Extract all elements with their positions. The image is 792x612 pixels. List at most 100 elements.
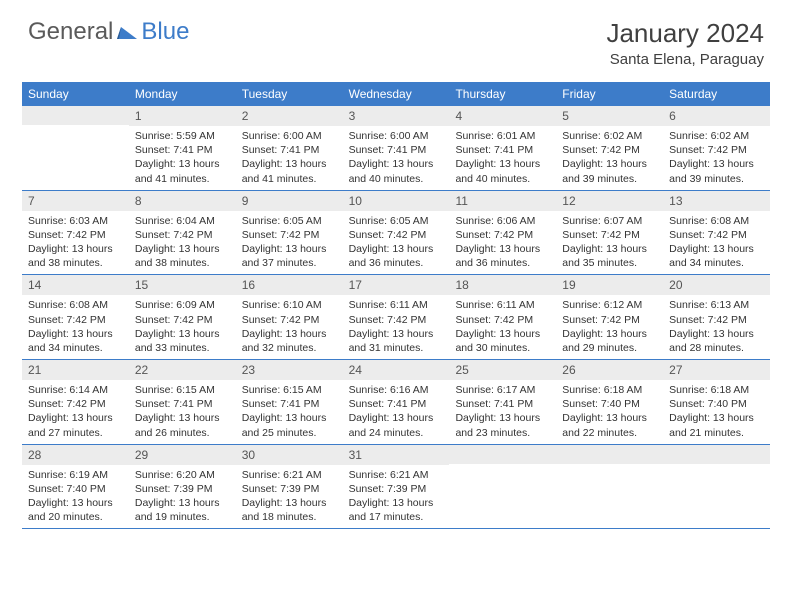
calendar-cell: 3Sunrise: 6:00 AMSunset: 7:41 PMDaylight… <box>343 106 450 190</box>
cell-body: Sunrise: 6:11 AMSunset: 7:42 PMDaylight:… <box>449 295 556 359</box>
title-block: January 2024 Santa Elena, Paraguay <box>606 18 764 68</box>
cell-line: Daylight: 13 hours and 23 minutes. <box>455 411 550 439</box>
calendar-cell: 23Sunrise: 6:15 AMSunset: 7:41 PMDayligh… <box>236 360 343 444</box>
calendar-cell: 1Sunrise: 5:59 AMSunset: 7:41 PMDaylight… <box>129 106 236 190</box>
day-number: 9 <box>236 191 343 211</box>
cell-line: Sunrise: 6:21 AM <box>242 468 337 482</box>
day-number: 25 <box>449 360 556 380</box>
cell-body: Sunrise: 6:08 AMSunset: 7:42 PMDaylight:… <box>22 295 129 359</box>
day-number <box>449 445 556 464</box>
cell-line: Sunrise: 6:08 AM <box>669 214 764 228</box>
cell-line: Sunset: 7:39 PM <box>349 482 444 496</box>
day-number: 10 <box>343 191 450 211</box>
calendar-cell: 18Sunrise: 6:11 AMSunset: 7:42 PMDayligh… <box>449 275 556 359</box>
day-number: 8 <box>129 191 236 211</box>
calendar-cell: 25 Sunrise: 6:17 AMSunset: 7:41 PMDayligh… <box>449 360 556 444</box>
cell-line: Sunrise: 6:17 AM <box>455 383 550 397</box>
cell-line: Sunset: 7:41 PM <box>455 143 550 157</box>
location: Santa Elena, Paraguay <box>606 51 764 68</box>
day-header: Thursday <box>449 82 556 106</box>
cell-line: Daylight: 13 hours and 36 minutes. <box>455 242 550 270</box>
logo: General Blue <box>28 18 189 46</box>
day-number: 1 <box>129 106 236 126</box>
logo-flag-icon <box>117 20 139 48</box>
calendar-cell: 8Sunrise: 6:04 AMSunset: 7:42 PMDaylight… <box>129 191 236 275</box>
calendar-cell: 19Sunrise: 6:12 AMSunset: 7:42 PMDayligh… <box>556 275 663 359</box>
day-header-row: SundayMondayTuesdayWednesdayThursdayFrid… <box>22 82 770 106</box>
cell-line: Daylight: 13 hours and 26 minutes. <box>135 411 230 439</box>
calendar-cell: 17Sunrise: 6:11 AMSunset: 7:42 PMDayligh… <box>343 275 450 359</box>
cell-line: Sunset: 7:39 PM <box>242 482 337 496</box>
cell-line: Daylight: 13 hours and 41 minutes. <box>135 157 230 185</box>
week-row: 21Sunrise: 6:14 AMSunset: 7:42 PMDayligh… <box>22 360 770 445</box>
day-number: 4 <box>449 106 556 126</box>
calendar-cell: 24Sunrise: 6:16 AMSunset: 7:41 PMDayligh… <box>343 360 450 444</box>
cell-line: Sunset: 7:41 PM <box>455 397 550 411</box>
calendar-cell: 26Sunrise: 6:18 AMSunset: 7:40 PMDayligh… <box>556 360 663 444</box>
cell-line: Daylight: 13 hours and 28 minutes. <box>669 327 764 355</box>
cell-line: Daylight: 13 hours and 36 minutes. <box>349 242 444 270</box>
cell-line: Sunset: 7:41 PM <box>242 397 337 411</box>
cell-body: Sunrise: 6:16 AMSunset: 7:41 PMDaylight:… <box>343 380 450 444</box>
calendar-cell: 31Sunrise: 6:21 AMSunset: 7:39 PMDayligh… <box>343 445 450 529</box>
calendar-cell: 27Sunrise: 6:18 AMSunset: 7:40 PMDayligh… <box>663 360 770 444</box>
cell-line: Daylight: 13 hours and 17 minutes. <box>349 496 444 524</box>
cell-body: Sunrise: 6:02 AMSunset: 7:42 PMDaylight:… <box>663 126 770 190</box>
day-number: 6 <box>663 106 770 126</box>
cell-line: Sunrise: 6:09 AM <box>135 298 230 312</box>
day-number: 13 <box>663 191 770 211</box>
cell-body: Sunrise: 6:18 AMSunset: 7:40 PMDaylight:… <box>663 380 770 444</box>
cell-line: Daylight: 13 hours and 35 minutes. <box>562 242 657 270</box>
cell-body: Sunrise: 6:06 AMSunset: 7:42 PMDaylight:… <box>449 211 556 275</box>
cell-line: Daylight: 13 hours and 31 minutes. <box>349 327 444 355</box>
day-number: 27 <box>663 360 770 380</box>
cell-body: Sunrise: 6:14 AMSunset: 7:42 PMDaylight:… <box>22 380 129 444</box>
day-number: 29 <box>129 445 236 465</box>
day-number: 30 <box>236 445 343 465</box>
cell-line: Daylight: 13 hours and 38 minutes. <box>135 242 230 270</box>
day-number: 19 <box>556 275 663 295</box>
cell-line: Daylight: 13 hours and 38 minutes. <box>28 242 123 270</box>
cell-line: Sunrise: 6:15 AM <box>242 383 337 397</box>
cell-body: Sunrise: 6:15 AMSunset: 7:41 PMDaylight:… <box>129 380 236 444</box>
calendar-cell: 2Sunrise: 6:00 AMSunset: 7:41 PMDaylight… <box>236 106 343 190</box>
cell-body: Sunrise: 6:18 AMSunset: 7:40 PMDaylight:… <box>556 380 663 444</box>
cell-line: Sunrise: 6:02 AM <box>669 129 764 143</box>
day-number: 28 <box>22 445 129 465</box>
cell-body: Sunrise: 6:02 AMSunset: 7:42 PMDaylight:… <box>556 126 663 190</box>
cell-line: Sunset: 7:42 PM <box>562 228 657 242</box>
cell-line: Sunset: 7:41 PM <box>135 397 230 411</box>
cell-line: Daylight: 13 hours and 41 minutes. <box>242 157 337 185</box>
cell-line: Sunrise: 6:11 AM <box>349 298 444 312</box>
calendar-cell: 5Sunrise: 6:02 AMSunset: 7:42 PMDaylight… <box>556 106 663 190</box>
calendar: SundayMondayTuesdayWednesdayThursdayFrid… <box>22 82 770 529</box>
cell-line: Sunset: 7:42 PM <box>669 313 764 327</box>
cell-body: Sunrise: 6:19 AMSunset: 7:40 PMDaylight:… <box>22 465 129 529</box>
cell-body: Sunrise: 6:07 AMSunset: 7:42 PMDaylight:… <box>556 211 663 275</box>
cell-line: Sunrise: 5:59 AM <box>135 129 230 143</box>
cell-body: Sunrise: 6:05 AMSunset: 7:42 PMDaylight:… <box>343 211 450 275</box>
cell-line: Sunset: 7:42 PM <box>242 313 337 327</box>
cell-line: Sunrise: 6:18 AM <box>669 383 764 397</box>
calendar-cell: 4Sunrise: 6:01 AMSunset: 7:41 PMDaylight… <box>449 106 556 190</box>
cell-line: Sunset: 7:42 PM <box>455 228 550 242</box>
day-number: 2 <box>236 106 343 126</box>
day-header: Sunday <box>22 82 129 106</box>
cell-line: Sunset: 7:42 PM <box>669 228 764 242</box>
cell-line: Sunrise: 6:08 AM <box>28 298 123 312</box>
cell-line: Sunset: 7:40 PM <box>562 397 657 411</box>
cell-line: Sunset: 7:42 PM <box>28 228 123 242</box>
cell-line: Sunrise: 6:07 AM <box>562 214 657 228</box>
calendar-cell: 11Sunrise: 6:06 AMSunset: 7:42 PMDayligh… <box>449 191 556 275</box>
day-number <box>22 106 129 125</box>
day-number: 26 <box>556 360 663 380</box>
cell-line: Sunset: 7:41 PM <box>349 143 444 157</box>
calendar-cell: 12Sunrise: 6:07 AMSunset: 7:42 PMDayligh… <box>556 191 663 275</box>
day-header: Friday <box>556 82 663 106</box>
week-row: 14Sunrise: 6:08 AMSunset: 7:42 PMDayligh… <box>22 275 770 360</box>
cell-line: Daylight: 13 hours and 40 minutes. <box>455 157 550 185</box>
day-number: 31 <box>343 445 450 465</box>
calendar-cell <box>22 106 129 190</box>
day-number: 12 <box>556 191 663 211</box>
cell-line: Sunrise: 6:20 AM <box>135 468 230 482</box>
